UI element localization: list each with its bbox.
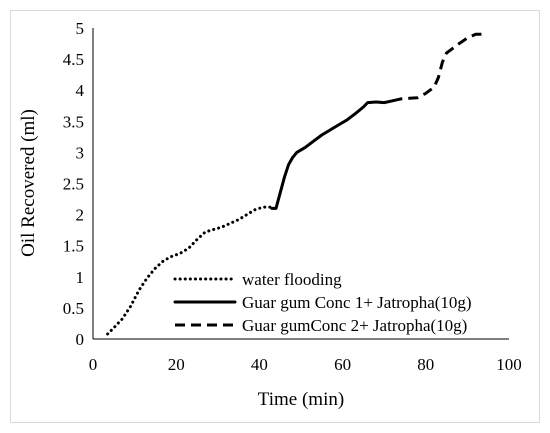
x-tick-label: 20 [168,355,185,374]
legend-label-1: water flooding [242,270,342,289]
x-tick-labels: 0 20 40 60 80 100 [89,355,522,374]
y-tick-labels: 0 0.5 1 1.5 2 2.5 3 3.5 4 4.5 5 [63,19,85,349]
legend-label-3: Guar gumConc 2+ Jatropha(10g) [242,316,467,335]
series-line-1 [106,205,274,336]
chart-frame [10,10,540,423]
legend: water flooding Guar gum Conc 1+ Jatropha(… [173,270,472,335]
x-tick-label: 40 [251,355,268,374]
y-tick-label: 3.5 [63,112,84,131]
x-tick-label: 60 [334,355,351,374]
y-tick-label: 4.5 [63,50,84,69]
y-tick-label: 2 [76,206,85,225]
y-tick-label: 2.5 [63,175,84,194]
series-line-3 [392,32,484,103]
x-tick-label: 0 [89,355,98,374]
series-lines [106,32,484,336]
x-axis-title: Time (min) [258,389,344,410]
legend-label-2: Guar gum Conc 1+ Jatropha(10g) [242,293,472,312]
series-line-2 [270,99,394,210]
y-tick-label: 4 [76,81,85,100]
x-tick-label: 80 [417,355,434,374]
y-tick-label: 0.5 [63,299,84,318]
y-tick-label: 3 [76,143,85,162]
y-tick-label: 1.5 [63,237,84,256]
y-tick-label: 5 [76,19,85,38]
y-tick-label: 0 [76,330,85,349]
y-tick-label: 1 [76,268,85,287]
y-axis-title: Oil Recovered (ml) [18,109,39,257]
x-tick-label: 100 [496,355,522,374]
